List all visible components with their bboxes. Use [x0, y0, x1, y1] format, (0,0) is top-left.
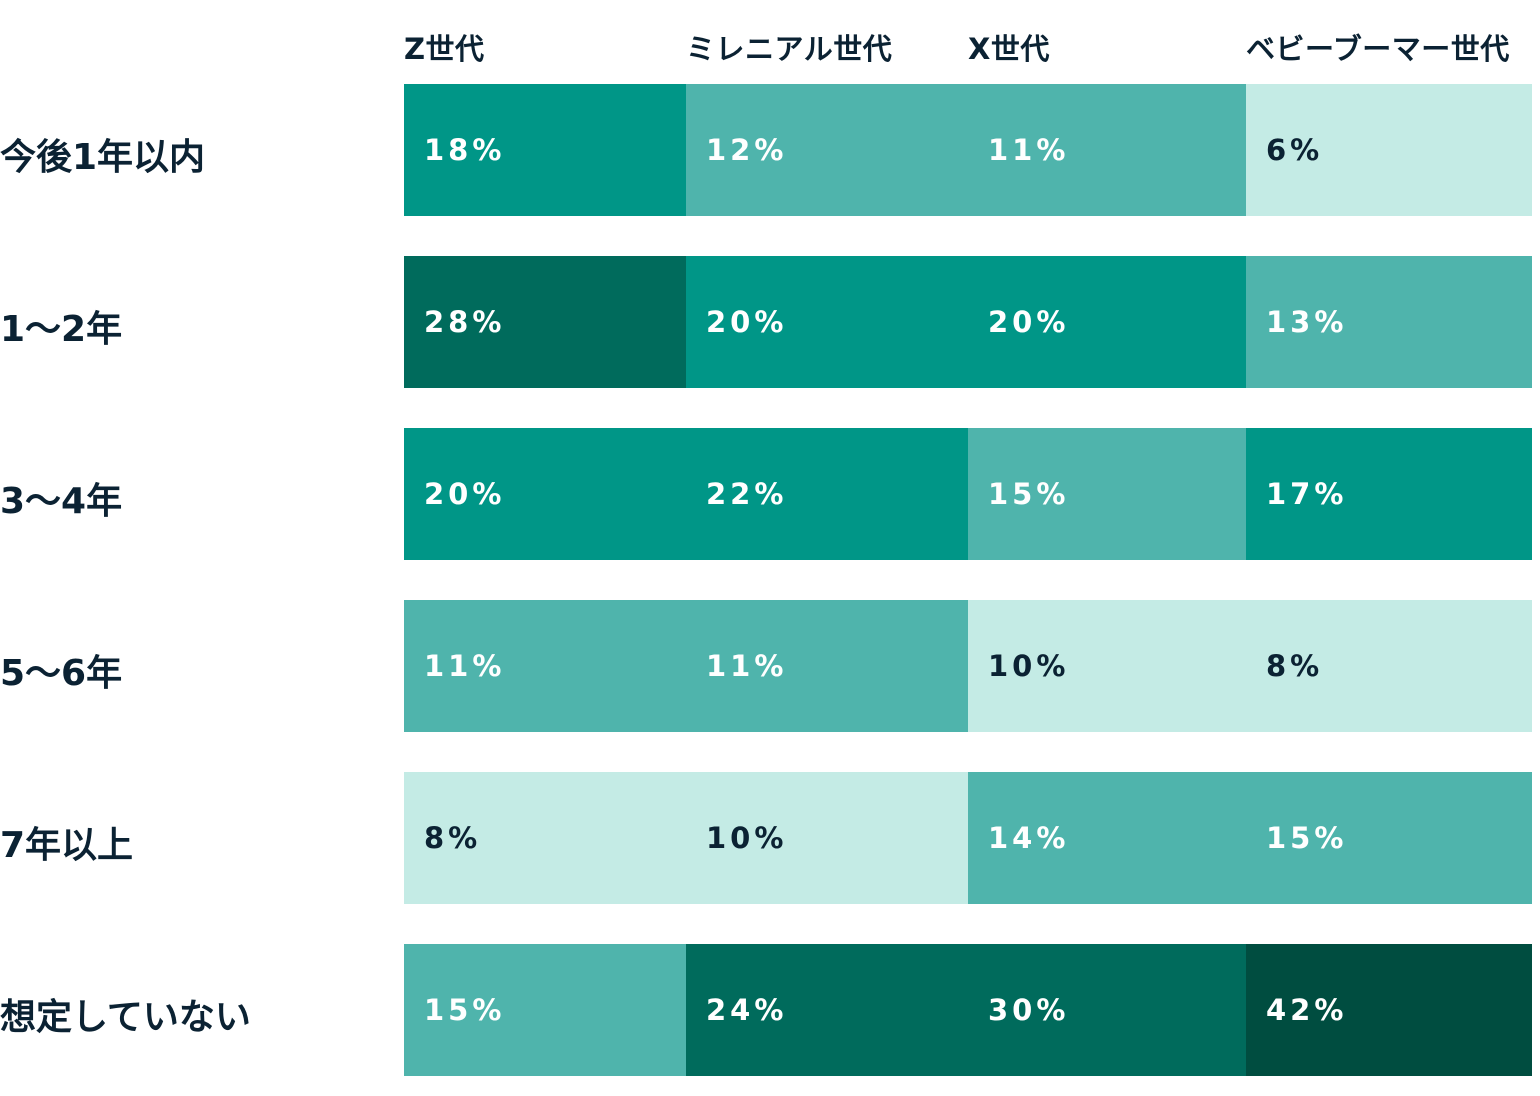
column-header: ベビーブーマー世代 [1246, 32, 1510, 66]
cell-value-label: 10% [988, 649, 1070, 683]
cell-value-label: 11% [988, 133, 1070, 167]
cell-value-label: 15% [988, 477, 1070, 511]
column-header: ミレニアル世代 [686, 32, 893, 66]
cell-value-label: 15% [1266, 821, 1348, 855]
row-label: 5〜6年 [0, 653, 123, 694]
heatmap-cell: 15% [404, 944, 686, 1076]
heatmap-cell: 18% [404, 84, 686, 216]
cell-value-label: 20% [424, 477, 506, 511]
cell-value-label: 20% [988, 305, 1070, 339]
cell-value-label: 17% [1266, 477, 1348, 511]
cell-value-label: 6% [1266, 133, 1324, 167]
cell-value-label: 20% [706, 305, 788, 339]
cell-value-label: 28% [424, 305, 506, 339]
heatmap-cell: 11% [404, 600, 686, 732]
heatmap-cell: 20% [404, 428, 686, 560]
heatmap-cell: 20% [686, 256, 968, 388]
column-header: Z世代 [404, 32, 485, 66]
heatmap-cell: 30% [968, 944, 1246, 1076]
cell-value-label: 8% [424, 821, 482, 855]
heatmap-cell: 8% [1246, 600, 1532, 732]
cell-value-label: 15% [424, 993, 506, 1027]
cell-value-label: 13% [1266, 305, 1348, 339]
cell-value-label: 12% [706, 133, 788, 167]
heatmap-cell: 10% [686, 772, 968, 904]
heatmap-cell: 24% [686, 944, 968, 1076]
cell-value-label: 8% [1266, 649, 1324, 683]
heatmap-cell: 11% [968, 84, 1246, 216]
heatmap-cell: 14% [968, 772, 1246, 904]
cell-value-label: 18% [424, 133, 506, 167]
column-header: X世代 [968, 32, 1050, 66]
cell-value-label: 42% [1266, 993, 1348, 1027]
heatmap-cell: 8% [404, 772, 686, 904]
cell-value-label: 11% [424, 649, 506, 683]
heatmap-cell: 22% [686, 428, 968, 560]
heatmap-cell: 6% [1246, 84, 1532, 216]
heatmap-cell: 13% [1246, 256, 1532, 388]
heatmap-cell: 17% [1246, 428, 1532, 560]
heatmap-cell: 12% [686, 84, 968, 216]
heatmap-cell: 28% [404, 256, 686, 388]
cell-value-label: 30% [988, 993, 1070, 1027]
row-label: 7年以上 [0, 825, 134, 866]
heatmap-cell: 20% [968, 256, 1246, 388]
heatmap-cell: 42% [1246, 944, 1532, 1076]
row-label: 3〜4年 [0, 481, 123, 522]
row-label: 想定していない [0, 997, 251, 1038]
row-label: 1〜2年 [0, 309, 123, 350]
row-label: 今後1年以内 [0, 137, 206, 178]
cell-value-label: 14% [988, 821, 1070, 855]
heatmap-cell: 11% [686, 600, 968, 732]
heatmap-cell: 10% [968, 600, 1246, 732]
cell-value-label: 10% [706, 821, 788, 855]
heatmap-cell: 15% [968, 428, 1246, 560]
heatmap-cell: 15% [1246, 772, 1532, 904]
cell-value-label: 24% [706, 993, 788, 1027]
cell-value-label: 11% [706, 649, 788, 683]
cell-value-label: 22% [706, 477, 788, 511]
